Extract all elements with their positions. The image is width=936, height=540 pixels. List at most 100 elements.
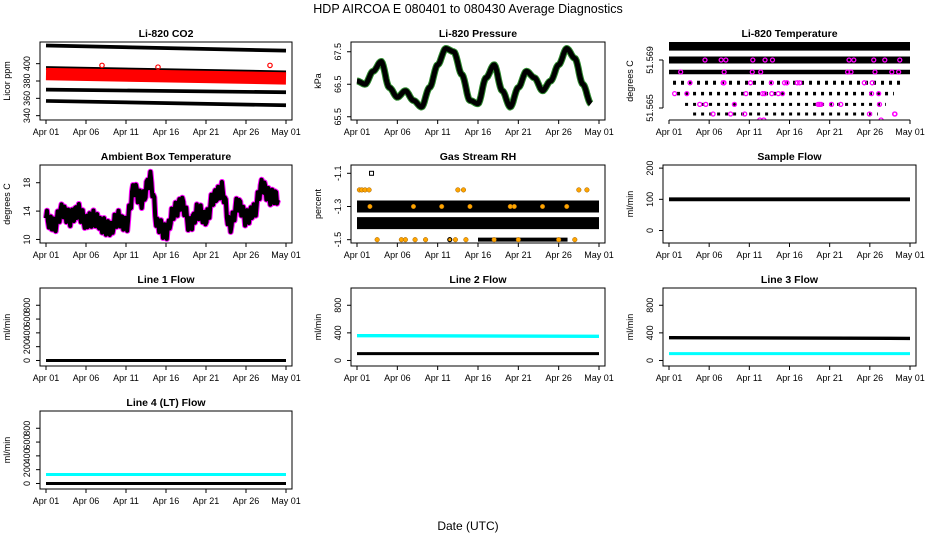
x-tick-label: May 01 [895, 127, 925, 137]
outlier-point [878, 117, 884, 120]
series-flags [356, 170, 590, 243]
y-ticks: 0 400 800 [645, 298, 664, 363]
y-tick-label: 380 [22, 73, 32, 88]
panel-frame [39, 164, 293, 244]
flag-point [447, 237, 453, 243]
x-tick-label: Apr 16 [776, 127, 803, 137]
y-tick-label: 51.565 [645, 94, 655, 122]
panel-title: Ambient Box Temperature [101, 151, 232, 163]
series-low [45, 99, 287, 108]
x-tick-label: Apr 21 [816, 250, 843, 260]
x-tick-label: Apr 16 [153, 127, 180, 137]
outlier-point [267, 62, 273, 69]
outlier-point [871, 57, 877, 63]
outlier-point [761, 117, 767, 120]
x-tick-label: Apr 11 [113, 127, 139, 137]
x-tick-label: Apr 26 [545, 250, 572, 260]
y-axis-label: ml/min [2, 437, 12, 464]
x-tick-label: Apr 01 [656, 373, 683, 383]
y-axis-label: ml/min [625, 314, 635, 341]
y-axis-label: percent [313, 188, 323, 219]
panel-title: Li-820 Temperature [741, 28, 837, 40]
x-tick-label: Apr 06 [73, 127, 100, 137]
x-tick-label: Apr 21 [816, 373, 843, 383]
y-tick-label: 800 [333, 298, 343, 313]
outlier-point [866, 111, 873, 117]
x-tick-label: Apr 26 [233, 496, 260, 506]
x-tick-label: Apr 21 [816, 127, 843, 137]
series-band [45, 67, 287, 85]
y-tick-label: 10 [22, 234, 32, 244]
panel-frame [662, 164, 917, 244]
y-ticks: 0 400 800 [333, 298, 352, 363]
y-ticks: 51.565 51.569 [645, 46, 664, 122]
x-tick-label: Apr 01 [344, 250, 371, 260]
outlier-point [784, 80, 790, 86]
y-tick-label: 200 [22, 339, 32, 354]
y-axis-label: ml/min [313, 314, 323, 341]
outlier-point [868, 90, 875, 97]
outlier-point [876, 90, 882, 97]
series-cyan [356, 333, 600, 339]
y-tick-label: 14 [22, 206, 32, 216]
outlier-point [697, 101, 703, 108]
outlier-point [891, 111, 898, 117]
x-tick-label: Apr 16 [153, 496, 180, 506]
x-tick-label: May 01 [895, 250, 925, 260]
outlier-point [749, 69, 755, 75]
y-tick-label: 200 [22, 462, 32, 477]
outlier-point [895, 69, 902, 75]
outlier-point [882, 57, 888, 63]
flag-point [412, 237, 418, 243]
x-tick-label: May 01 [584, 250, 614, 260]
outlier-point [781, 80, 788, 86]
flag-point [584, 187, 590, 193]
outlier-point [758, 69, 764, 75]
x-ticks: Apr 01 Apr 06 Apr 11 Apr 16 Apr 21 Apr 26 May … [344, 365, 614, 383]
y-tick-label: 800 [22, 298, 32, 313]
outlier-point [718, 57, 724, 63]
flag-point [564, 203, 570, 210]
y-tick-label: 800 [645, 298, 655, 313]
panel-frame [350, 41, 606, 121]
x-tick-label: Apr 26 [545, 373, 572, 383]
x-tick-label: Apr 11 [736, 127, 762, 137]
panel-frame [350, 164, 606, 244]
panel-title: Line 3 Flow [761, 274, 819, 286]
outlier-point [721, 80, 727, 86]
x-tick-label: May 01 [271, 127, 301, 137]
x-tick-label: Apr 26 [233, 373, 260, 383]
x-tick-label: May 01 [584, 127, 614, 137]
x-tick-label: Apr 16 [776, 373, 803, 383]
flag-point [491, 237, 497, 243]
y-axis-label: Licor ppm [2, 61, 12, 101]
outlier-point [684, 90, 690, 97]
series-band [356, 333, 600, 339]
panel-frame [39, 287, 293, 367]
x-tick-label: Apr 06 [696, 250, 723, 260]
x-tick-label: Apr 11 [113, 250, 139, 260]
flag-point [463, 237, 469, 243]
outlier-point [889, 69, 895, 75]
series-band [45, 99, 287, 108]
flag-point [556, 237, 562, 243]
x-tick-label: Apr 11 [113, 496, 139, 506]
y-tick-label: 400 [22, 325, 32, 340]
x-axis-label: Date (UTC) [437, 519, 498, 533]
x-tick-label: Apr 26 [857, 250, 884, 260]
x-tick-label: Apr 06 [73, 250, 100, 260]
y-ticks: 10 14 18 [22, 178, 41, 244]
y-tick-label: 400 [22, 56, 32, 71]
outlier-point [759, 90, 766, 97]
series-black [668, 336, 911, 341]
y-tick-label: 0 [645, 358, 655, 363]
y-tick-label: 0 [333, 358, 343, 363]
outlier-point [828, 101, 835, 108]
outlier-point [769, 90, 775, 97]
plot-area [46, 473, 286, 485]
